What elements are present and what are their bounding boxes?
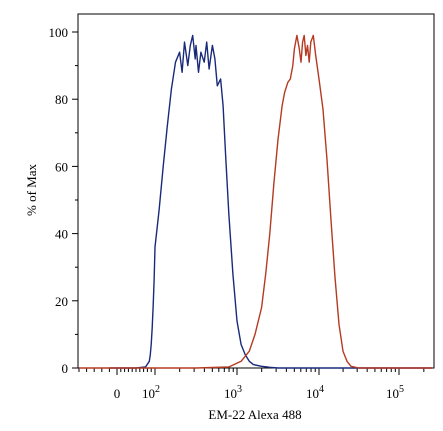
y-axis-label: % of Max bbox=[24, 164, 39, 216]
axes bbox=[77, 13, 435, 369]
plot-frame bbox=[77, 13, 435, 369]
x-tick-label: 0 bbox=[114, 386, 121, 401]
y-tick-label: 60 bbox=[55, 159, 68, 174]
series-line-2 bbox=[79, 34, 432, 369]
series-line-1 bbox=[109, 34, 432, 369]
x-tick-label: 105 bbox=[386, 384, 404, 401]
x-tick-label: 103 bbox=[224, 384, 242, 401]
y-tick-label: 40 bbox=[55, 227, 68, 242]
y-ticks: 0 20 40 60 80 100 bbox=[49, 25, 78, 376]
x-tick-label: 102 bbox=[142, 384, 160, 401]
y-tick-label: 20 bbox=[55, 294, 68, 309]
y-tick-label: 100 bbox=[49, 25, 69, 40]
y-tick-label: 0 bbox=[62, 361, 69, 376]
x-axis-label: EM-22 Alexa 488 bbox=[208, 407, 301, 422]
y-tick-label: 80 bbox=[55, 92, 68, 107]
x-ticks: 0 102 103 104 105 bbox=[78, 368, 425, 401]
series-group bbox=[79, 34, 432, 369]
x-tick-label: 104 bbox=[306, 384, 324, 401]
